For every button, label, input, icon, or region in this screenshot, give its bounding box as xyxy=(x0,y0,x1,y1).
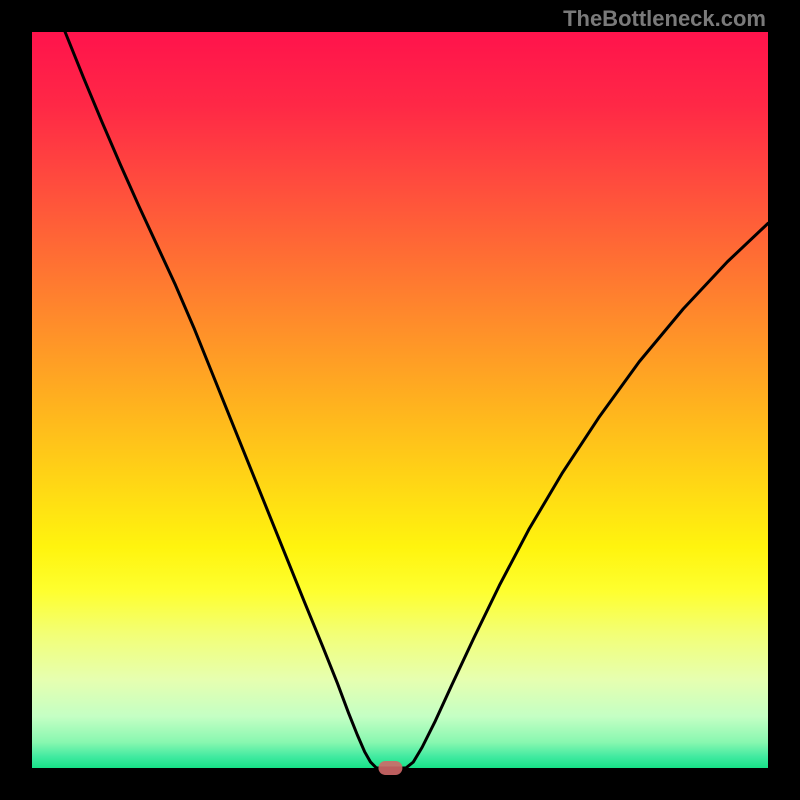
watermark-text: TheBottleneck.com xyxy=(563,6,766,32)
plot-background xyxy=(32,32,768,768)
trough-marker xyxy=(378,761,402,775)
plot-svg xyxy=(0,0,800,800)
